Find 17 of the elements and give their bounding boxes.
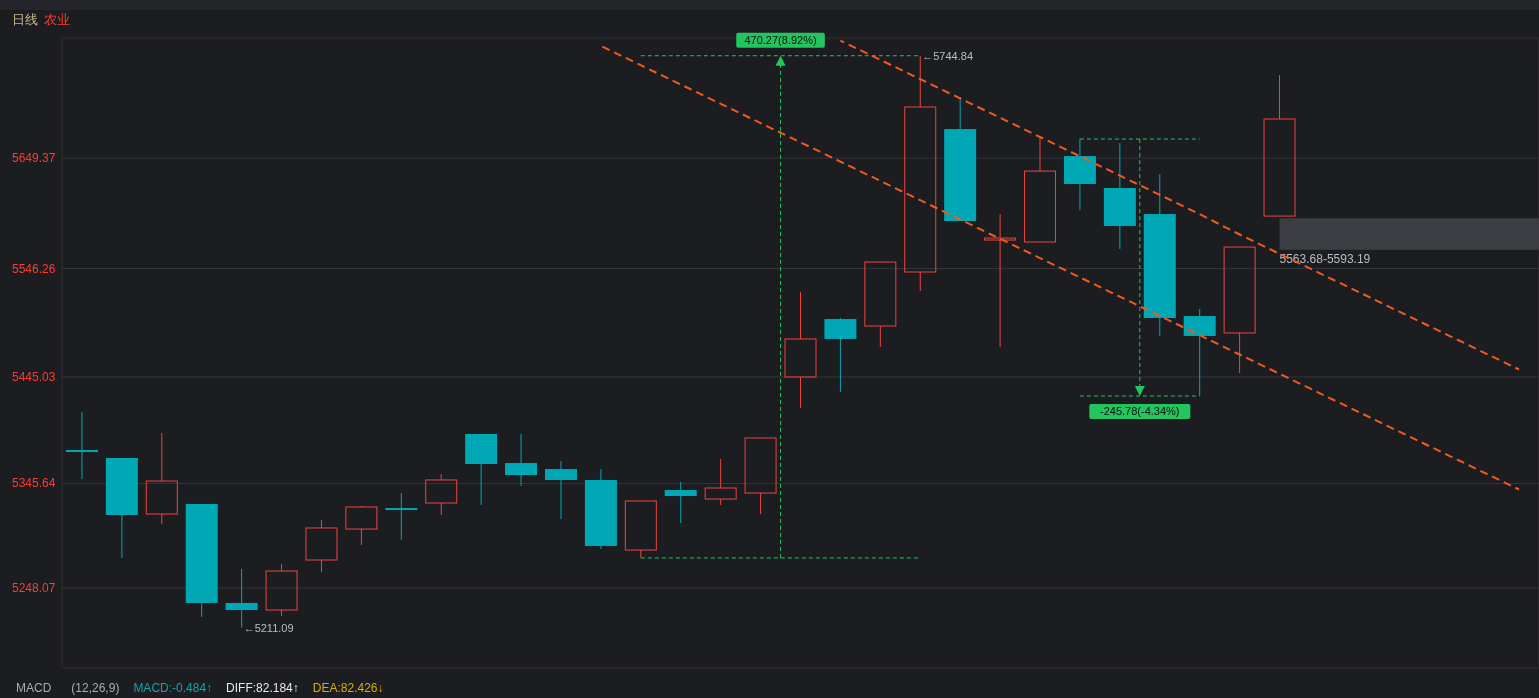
text: DEA:82.426↓ bbox=[312, 681, 384, 695]
text: DIFF:82.184↑ bbox=[226, 681, 299, 695]
y-tick-label: 5445.03 bbox=[12, 369, 56, 384]
y-tick-label: 5649.37 bbox=[12, 151, 56, 166]
y-tick-label: 5546.26 bbox=[12, 261, 56, 276]
annotation: -245.78(-4.34%) bbox=[1100, 404, 1180, 417]
chart-subtitle: 农业 bbox=[44, 12, 70, 27]
annotation: ←5211.09 bbox=[243, 621, 294, 634]
text: (12,26,9) bbox=[71, 681, 120, 695]
y-tick-label: 5345.64 bbox=[12, 476, 56, 491]
chart-title: 日线 bbox=[12, 12, 38, 27]
annotation: 470.27(8.92%) bbox=[744, 33, 817, 46]
text: MACD:-0.484↑ bbox=[133, 681, 213, 695]
band-label: 5563.68-5593.19 bbox=[1279, 251, 1371, 266]
text: MACD bbox=[16, 681, 52, 695]
annotation: ←5744.84 bbox=[922, 49, 974, 62]
y-tick-label: 5248.07 bbox=[12, 581, 56, 595]
